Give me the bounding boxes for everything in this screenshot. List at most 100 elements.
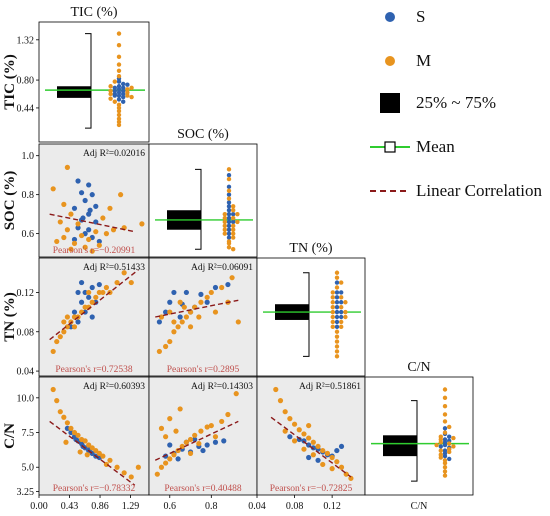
y-tick-label-2-0: 0.04 — [17, 367, 35, 378]
pearson-label-0: Pearson's r=−0.20991 — [53, 246, 136, 256]
swarm-point-M-2-18 — [339, 295, 344, 300]
swarm-point-M-3-13 — [442, 387, 448, 392]
scatter-point-M-2-0 — [50, 386, 56, 393]
swarm-point-M-0-18 — [116, 31, 122, 36]
swarm-point-M-1-33 — [235, 219, 240, 225]
y-axis-label-3: C/N — [2, 423, 18, 449]
scatter-point-M-0-11 — [93, 229, 99, 235]
scatter-point-M-5-22 — [282, 428, 288, 434]
y-tick-label-1-0: 0.6 — [22, 229, 35, 240]
scatter-point-M-5-13 — [334, 459, 340, 465]
swarm-point-S-0-14 — [112, 85, 118, 91]
scatter-point-S-4-6 — [212, 439, 219, 445]
swarm-point-S-1-10 — [226, 227, 232, 232]
y-tick-label-3-0: 3.25 — [17, 487, 35, 498]
swarm-point-M-1-31 — [231, 247, 236, 252]
legend: S M 25% ~ 75% Mean Linear Correlation — [370, 0, 550, 210]
swarm-point-S-2-4 — [334, 304, 340, 310]
swarm-point-S-1-3 — [226, 200, 232, 205]
scatter-point-M-2-13 — [96, 450, 102, 456]
scatter-point-S-1-0 — [75, 289, 81, 296]
scatter-point-M-4-21 — [225, 411, 231, 418]
swarm-point-M-3-27 — [438, 455, 443, 460]
swarm-point-S-1-8 — [226, 219, 232, 225]
scatter-point-M-1-18 — [121, 270, 127, 276]
pearson-label-2: Pearson's r=−0.78332 — [53, 484, 136, 494]
scatter-point-M-4-0 — [154, 471, 160, 477]
legend-m-marker — [385, 56, 395, 66]
swarm-point-M-0-38 — [108, 88, 113, 94]
y-tick-label-1-2: 1.0 — [22, 151, 35, 162]
swarm-point-M-1-35 — [222, 231, 227, 236]
scatter-point-S-0-4 — [82, 197, 88, 204]
swarm-point-M-2-22 — [330, 314, 335, 320]
pearson-label-1: Pearson's r=0.72538 — [55, 365, 133, 375]
scatter-point-S-0-6 — [71, 205, 78, 211]
scatter-point-S-3-3 — [212, 284, 219, 291]
scatter-point-S-0-10 — [75, 225, 81, 231]
scatter-point-M-2-23 — [63, 439, 69, 445]
swarm-point-M-3-16 — [442, 412, 448, 417]
legend-s-label: S — [416, 7, 426, 26]
legend-fit: Linear Correlation — [370, 176, 542, 206]
scatter-point-M-2-21 — [84, 452, 90, 458]
swarm-point-M-1-23 — [222, 219, 227, 225]
swarm-point-S-0-11 — [116, 97, 122, 102]
swarm-point-S-1-11 — [226, 231, 232, 236]
scatter-point-M-2-10 — [86, 442, 92, 448]
swarm-point-M-3-32 — [442, 473, 448, 478]
scatter-point-M-3-17 — [177, 299, 183, 305]
swarm-point-S-1-1 — [226, 184, 232, 190]
legend-m: M — [370, 46, 431, 76]
scatter-point-M-2-11 — [89, 445, 95, 451]
scatter-point-S-1-12 — [96, 281, 102, 288]
swarm-point-M-1-26 — [231, 231, 236, 236]
legend-mean-marker — [370, 141, 410, 153]
y-tick-label-0-2: 1.32 — [17, 35, 35, 46]
swarm-point-S-3-10 — [438, 444, 443, 449]
swarm-point-S-3-4 — [442, 442, 448, 448]
swarm-point-M-2-19 — [330, 300, 335, 305]
swarm-point-M-3-30 — [442, 465, 448, 470]
swarm-point-M-2-27 — [334, 339, 340, 344]
pearson-label-3: Pearson's r=0.2895 — [167, 365, 240, 375]
fit-line-0 — [49, 213, 135, 233]
scatter-point-S-4-10 — [192, 436, 198, 443]
scatter-point-M-5-12 — [329, 454, 335, 461]
swarm-point-S-2-2 — [334, 295, 340, 300]
scatter-point-M-5-2 — [282, 409, 288, 415]
scatter-point-M-5-3 — [287, 416, 293, 422]
scatter-point-M-0-2 — [118, 192, 124, 198]
swarm-point-M-1-37 — [222, 215, 227, 221]
swarm-point-M-2-16 — [334, 285, 340, 290]
scatter-point-M-2-15 — [107, 457, 113, 463]
scatter-point-M-4-18 — [187, 450, 194, 456]
swarm-point-M-2-28 — [334, 344, 340, 349]
scatter-point-S-0-14 — [96, 238, 102, 245]
swarm-point-M-2-17 — [330, 290, 335, 295]
scatter-point-M-5-1 — [277, 398, 284, 404]
legend-mean: Mean — [370, 132, 455, 162]
scatter-point-M-1-11 — [89, 299, 95, 305]
swarm-point-S-0-12 — [121, 99, 126, 104]
scatter-point-S-3-11 — [204, 299, 210, 305]
x-tick-label-1-0: 0.6 — [164, 501, 177, 512]
scatter-point-S-0-11 — [86, 227, 92, 233]
swarm-point-M-0-37 — [116, 122, 122, 128]
scatter-point-M-0-17 — [71, 240, 78, 246]
scatter-point-M-0-20 — [139, 221, 145, 227]
swarm-point-S-0-15 — [125, 82, 130, 87]
scatter-point-M-5-21 — [329, 466, 335, 472]
swarm-point-M-0-32 — [116, 105, 122, 111]
swarm-point-M-0-36 — [116, 119, 122, 125]
swarm-point-M-3-18 — [447, 424, 452, 430]
swarm-point-S-2-10 — [339, 300, 344, 305]
swarm-point-S-1-13 — [231, 211, 236, 217]
scatter-point-S-4-8 — [167, 442, 173, 448]
scatter-point-M-0-18 — [96, 242, 102, 248]
swarm-point-S-2-5 — [334, 309, 340, 315]
swarm-point-M-1-29 — [226, 241, 232, 246]
scatter-point-M-1-0 — [50, 348, 56, 355]
scatter-point-M-1-4 — [64, 324, 70, 330]
scatter-point-M-3-2 — [167, 338, 173, 345]
